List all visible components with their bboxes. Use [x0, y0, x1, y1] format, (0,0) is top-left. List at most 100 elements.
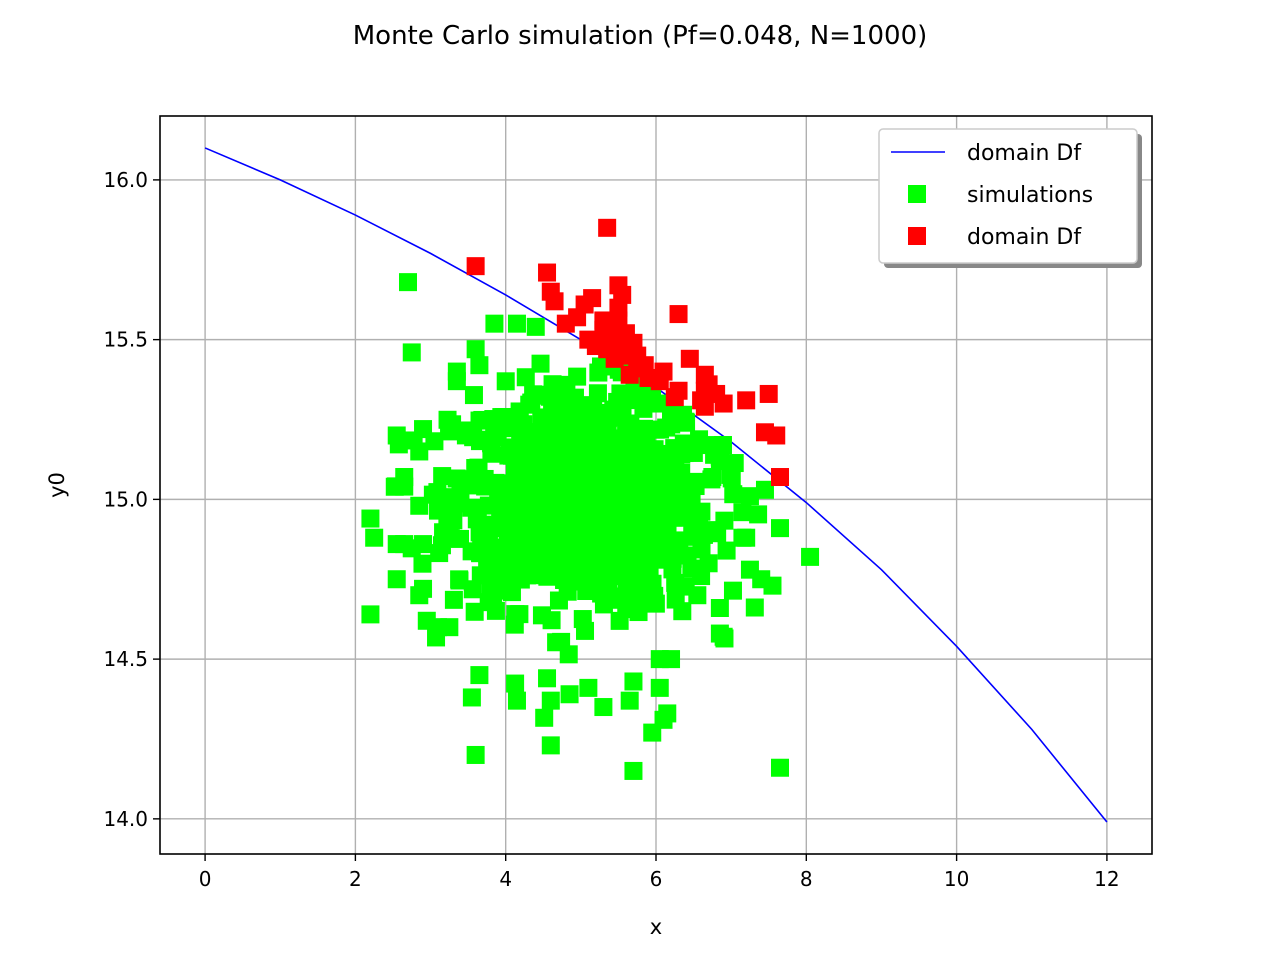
simulation-point: [713, 436, 732, 455]
simulation-point: [801, 547, 820, 566]
failure-point: [635, 356, 654, 375]
simulation-point: [577, 418, 596, 437]
simulation-point: [656, 500, 675, 519]
y-tick-label: 16.0: [103, 168, 148, 192]
simulation-point: [469, 458, 488, 477]
simulation-point: [361, 509, 380, 528]
failure-point: [620, 365, 639, 384]
simulation-point: [541, 500, 560, 519]
simulation-point: [428, 483, 447, 502]
simulation-point: [427, 628, 446, 647]
failure-point: [669, 305, 688, 324]
y-tick-label: 14.5: [103, 647, 148, 671]
failure-series-layer: [466, 218, 789, 487]
simulation-point: [535, 708, 554, 727]
legend-green-marker: [908, 185, 926, 203]
simulation-point: [444, 590, 463, 609]
simulation-point: [724, 485, 743, 504]
simulation-point: [470, 666, 489, 685]
simulation-point: [584, 401, 603, 420]
simulation-point: [543, 375, 562, 394]
simulation-point: [470, 356, 489, 375]
simulation-point: [538, 669, 557, 688]
simulation-point: [447, 469, 466, 488]
simulation-point: [740, 487, 759, 506]
failure-point: [737, 391, 756, 410]
failure-point: [545, 292, 564, 311]
simulation-point: [545, 533, 564, 552]
x-tick-label: 4: [499, 867, 512, 891]
simulation-point: [694, 525, 713, 544]
simulation-point: [579, 678, 598, 697]
simulation-point: [646, 550, 665, 569]
simulation-point: [510, 605, 529, 624]
simulation-point: [715, 629, 734, 648]
simulation-point: [492, 408, 511, 427]
simulation-point: [450, 570, 469, 589]
simulation-point: [560, 685, 579, 704]
simulation-point: [682, 493, 701, 512]
failure-point: [707, 384, 726, 403]
simulation-point: [717, 541, 736, 560]
failure-point: [598, 218, 617, 237]
simulation-point: [710, 599, 729, 617]
simulation-point: [526, 317, 545, 336]
simulation-point: [507, 691, 526, 710]
simulation-point: [588, 384, 607, 403]
simulation-point: [573, 521, 592, 540]
simulation-point: [466, 340, 485, 359]
failure-point: [616, 324, 635, 343]
simulation-point: [610, 611, 629, 630]
simulation-point: [466, 745, 485, 764]
simulation-point: [617, 414, 636, 433]
failure-point: [594, 321, 613, 340]
simulation-point: [624, 761, 643, 780]
legend-box: [878, 128, 1138, 264]
simulation-point: [558, 394, 577, 413]
simulation-point: [462, 542, 481, 561]
simulation-point: [576, 621, 595, 640]
x-axis-label: x: [650, 915, 662, 939]
legend-label-domain-points: domain Df: [967, 225, 1082, 250]
simulation-point: [538, 567, 557, 586]
simulation-point: [640, 589, 659, 608]
x-tick-label: 10: [944, 867, 969, 891]
simulation-point: [365, 528, 384, 547]
failure-point: [466, 257, 485, 276]
simulation-point: [538, 480, 557, 499]
simulation-point: [658, 704, 677, 723]
failure-point: [583, 289, 602, 308]
simulation-point: [496, 519, 515, 538]
failure-point: [568, 308, 587, 327]
simulation-point: [650, 678, 669, 697]
simulation-point: [414, 579, 433, 598]
simulation-point: [482, 434, 501, 453]
simulation-point: [464, 386, 483, 405]
simulation-point: [516, 514, 535, 533]
simulation-point: [763, 576, 782, 595]
simulation-point: [749, 505, 768, 524]
simulation-point: [531, 354, 550, 373]
simulation-point: [591, 468, 610, 487]
simulation-point: [447, 493, 466, 512]
simulation-point: [599, 408, 618, 427]
legend-red-marker: [908, 227, 926, 245]
simulation-point: [702, 470, 721, 489]
chart-title: Monte Carlo simulation (Pf=0.048, N=1000…: [353, 21, 928, 51]
simulation-point: [413, 554, 432, 573]
simulation-point: [542, 611, 561, 630]
simulation-point: [541, 736, 560, 755]
simulation-point: [434, 523, 453, 542]
simulation-point: [399, 273, 417, 292]
simulation-point: [402, 539, 421, 558]
simulation-point: [528, 386, 547, 405]
simulation-point: [438, 509, 457, 528]
simulation-point: [430, 544, 449, 563]
simulation-point: [479, 593, 498, 612]
simulation-point: [690, 430, 709, 449]
simulation-point: [737, 528, 756, 547]
simulation-point: [485, 314, 504, 333]
simulation-point: [626, 437, 645, 456]
simulation-point: [552, 470, 571, 489]
